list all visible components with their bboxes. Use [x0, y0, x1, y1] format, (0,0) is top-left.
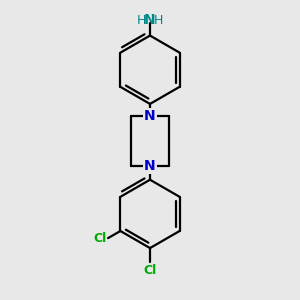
Text: N: N	[144, 109, 156, 123]
Text: H: H	[137, 14, 146, 27]
Text: N: N	[144, 159, 156, 173]
Text: H: H	[154, 14, 163, 27]
Text: Cl: Cl	[93, 232, 106, 244]
Text: N: N	[144, 13, 156, 27]
Text: Cl: Cl	[143, 264, 157, 277]
